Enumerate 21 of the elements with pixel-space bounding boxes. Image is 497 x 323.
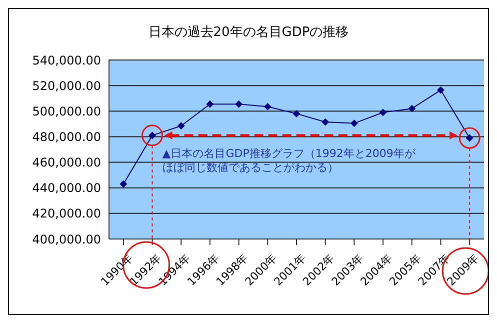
y-tick-label: 440,000.00 (32, 181, 101, 196)
point (293, 110, 300, 118)
point (322, 118, 329, 126)
chart-title: 日本の過去20年の名目GDPの推移 (147, 24, 350, 41)
y-tick-label: 520,000.00 (32, 78, 101, 93)
point (264, 103, 272, 110)
y-tick-label: 540,000.00 (32, 53, 101, 68)
annotation: ▲日本の名目GDP推移グラフ（1992年と2009年がほぼ同じ数値であることがわかる） (162, 147, 416, 176)
point (350, 120, 358, 127)
point (120, 180, 127, 188)
y-tick-label: 400,000.00 (32, 232, 101, 246)
point (380, 108, 387, 116)
y-tick-label: 460,000.00 (32, 156, 101, 170)
point (206, 100, 214, 108)
y-tick-label: 480,000.00 (32, 130, 101, 144)
point (178, 122, 185, 130)
y-tick-label: 500,000.00 (32, 104, 101, 118)
point (235, 100, 242, 108)
point (437, 86, 444, 94)
point (408, 105, 416, 112)
y-tick-label: 420,000.00 (32, 206, 101, 221)
